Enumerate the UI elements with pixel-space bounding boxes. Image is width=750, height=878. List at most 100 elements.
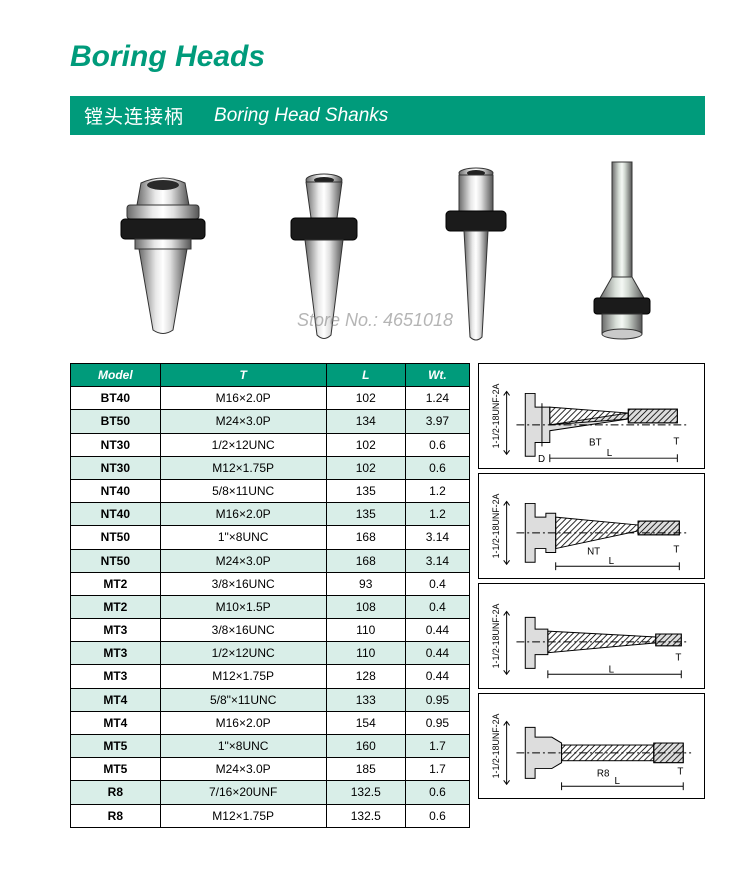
section-header-en: Boring Head Shanks [214, 105, 388, 127]
tech-drawing-0: 1-1/2-18UNF-2A D L BT T [478, 363, 705, 469]
cell: MT2 [71, 595, 161, 618]
cell: NT30 [71, 456, 161, 479]
svg-text:T: T [677, 766, 683, 777]
table-row: NT50M24×3.0P1683.14 [71, 549, 470, 572]
page-title: Boring Heads [70, 40, 705, 74]
cell: M12×1.75P [160, 665, 326, 688]
col-wt: Wt. [405, 364, 469, 387]
cell: 93 [326, 572, 405, 595]
svg-text:T: T [673, 436, 679, 447]
svg-text:L: L [615, 776, 621, 787]
cell: MT3 [71, 665, 161, 688]
table-row: BT40M16×2.0P1021.24 [71, 387, 470, 410]
cell: MT3 [71, 619, 161, 642]
cell: 0.44 [405, 665, 469, 688]
table-row: MT51"×8UNC1601.7 [71, 735, 470, 758]
cell: 0.95 [405, 711, 469, 734]
tech-drawing-2: 1-1/2-18UNF-2A L T [478, 583, 705, 689]
table-row: MT33/8×16UNC1100.44 [71, 619, 470, 642]
product-image-r8 [572, 160, 672, 345]
col-l: L [326, 364, 405, 387]
cell: 0.6 [405, 456, 469, 479]
table-row: MT23/8×16UNC930.4 [71, 572, 470, 595]
product-image-nt [269, 170, 379, 345]
cell: M16×2.0P [160, 503, 326, 526]
svg-text:L: L [609, 556, 615, 567]
cell: 1"×8UNC [160, 735, 326, 758]
cell: 132.5 [326, 804, 405, 827]
cell: 1.7 [405, 758, 469, 781]
cell: 5/8×11UNC [160, 479, 326, 502]
cell: M12×1.75P [160, 804, 326, 827]
cell: 135 [326, 479, 405, 502]
cell: NT40 [71, 503, 161, 526]
cell: M16×2.0P [160, 711, 326, 734]
cell: 3.14 [405, 526, 469, 549]
cell: 3.97 [405, 410, 469, 433]
cell: 154 [326, 711, 405, 734]
svg-text:T: T [675, 653, 681, 664]
cell: 1.24 [405, 387, 469, 410]
cell: 102 [326, 433, 405, 456]
svg-text:1-1/2-18UNF-2A: 1-1/2-18UNF-2A [491, 714, 501, 779]
table-row: NT501"×8UNC1683.14 [71, 526, 470, 549]
cell: 102 [326, 387, 405, 410]
cell: 135 [326, 503, 405, 526]
table-row: MT5M24×3.0P1851.7 [71, 758, 470, 781]
cell: M10×1.5P [160, 595, 326, 618]
cell: 134 [326, 410, 405, 433]
product-image-mt [426, 165, 526, 345]
section-header: 镗头连接柄 Boring Head Shanks [70, 96, 705, 135]
cell: M24×3.0P [160, 410, 326, 433]
cell: 0.6 [405, 781, 469, 804]
cell: 1.7 [405, 735, 469, 758]
cell: R8 [71, 781, 161, 804]
cell: 160 [326, 735, 405, 758]
svg-text:1-1/2-18UNF-2A: 1-1/2-18UNF-2A [491, 494, 501, 559]
cell: MT2 [71, 572, 161, 595]
product-image-bt [103, 175, 223, 345]
cell: M24×3.0P [160, 549, 326, 572]
col-model: Model [71, 364, 161, 387]
cell: 128 [326, 665, 405, 688]
table-row: MT31/2×12UNC1100.44 [71, 642, 470, 665]
section-header-zh: 镗头连接柄 [84, 102, 184, 129]
cell: 185 [326, 758, 405, 781]
cell: BT40 [71, 387, 161, 410]
table-row: NT301/2×12UNC1020.6 [71, 433, 470, 456]
cell: 0.6 [405, 433, 469, 456]
cell: 110 [326, 619, 405, 642]
cell: M24×3.0P [160, 758, 326, 781]
svg-text:R8: R8 [597, 768, 610, 779]
cell: 3.14 [405, 549, 469, 572]
cell: NT30 [71, 433, 161, 456]
cell: M16×2.0P [160, 387, 326, 410]
cell: 0.44 [405, 642, 469, 665]
col-t: T [160, 364, 326, 387]
table-row: MT3M12×1.75P1280.44 [71, 665, 470, 688]
svg-text:1-1/2-18UNF-2A: 1-1/2-18UNF-2A [491, 384, 501, 449]
cell: MT4 [71, 688, 161, 711]
cell: 1/2×12UNC [160, 433, 326, 456]
cell: MT5 [71, 758, 161, 781]
cell: BT50 [71, 410, 161, 433]
table-row: NT405/8×11UNC1351.2 [71, 479, 470, 502]
cell: NT50 [71, 549, 161, 572]
cell: R8 [71, 804, 161, 827]
cell: 168 [326, 526, 405, 549]
cell: 102 [326, 456, 405, 479]
cell: M12×1.75P [160, 456, 326, 479]
spec-table: ModelTLWt. BT40M16×2.0P1021.24BT50M24×3.… [70, 363, 470, 828]
cell: 5/8"×11UNC [160, 688, 326, 711]
svg-text:L: L [609, 664, 615, 675]
cell: 108 [326, 595, 405, 618]
table-row: R8M12×1.75P132.50.6 [71, 804, 470, 827]
tech-drawing-3: 1-1/2-18UNF-2A L R8 T [478, 693, 705, 799]
table-row: BT50M24×3.0P1343.97 [71, 410, 470, 433]
cell: 3/8×16UNC [160, 619, 326, 642]
cell: 1"×8UNC [160, 526, 326, 549]
cell: 132.5 [326, 781, 405, 804]
cell: NT50 [71, 526, 161, 549]
svg-text:L: L [607, 448, 613, 459]
table-row: NT40M16×2.0P1351.2 [71, 503, 470, 526]
